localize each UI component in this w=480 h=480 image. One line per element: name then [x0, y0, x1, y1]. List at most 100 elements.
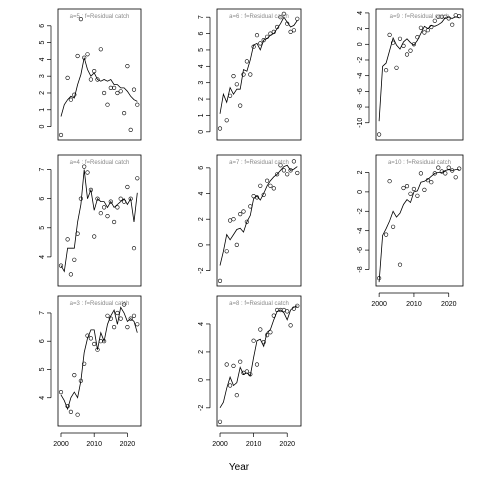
- panel-title: a=5 : f=Residual catch: [70, 14, 130, 20]
- observation-point: [128, 316, 133, 321]
- y-tick-label: -8: [357, 104, 364, 110]
- y-tick-label: -2: [357, 57, 364, 63]
- observation-point: [268, 31, 273, 36]
- y-tick-label: 4: [39, 396, 46, 400]
- observation-point: [265, 34, 270, 39]
- panel-title: a=6 : f=Residual catch: [229, 14, 289, 20]
- observation-point: [258, 327, 263, 332]
- observation-point: [432, 18, 437, 23]
- observation-point: [231, 217, 236, 222]
- fitted-line: [378, 169, 460, 283]
- observation-point: [115, 205, 120, 210]
- observation-point: [75, 231, 80, 236]
- observation-point: [291, 28, 297, 33]
- observation-point: [241, 370, 246, 376]
- observation-point: [241, 72, 246, 77]
- y-tick-label: 4: [39, 255, 46, 259]
- fitted-line: [219, 164, 298, 266]
- observation-point: [387, 32, 392, 38]
- observation-point: [78, 378, 83, 383]
- observation-point: [58, 390, 64, 395]
- x-tick-label: 2010: [246, 441, 262, 448]
- observation-point: [125, 184, 130, 190]
- observation-point: [72, 92, 77, 97]
- observation-point: [135, 102, 140, 107]
- observation-point: [231, 73, 236, 79]
- observation-point: [68, 97, 73, 102]
- x-tick-label: 2010: [406, 301, 422, 308]
- observation-point: [85, 170, 90, 175]
- observation-point: [228, 218, 233, 223]
- y-tick-label: 2: [357, 27, 364, 31]
- y-tick-label: 5: [39, 226, 46, 230]
- x-tick-label: 2000: [212, 441, 228, 448]
- observation-point: [234, 393, 239, 398]
- observation-point: [261, 37, 266, 43]
- observation-point: [88, 77, 93, 82]
- panel-3: 4 5 6 7 2000 2010 2020 a=3 : f=Residual catch: [39, 295, 142, 448]
- panel-7: -10 -8 -6 -4 -2 0 2 4 a=9 : f=Residual catch: [357, 8, 464, 141]
- observation-point: [82, 55, 87, 60]
- panel-frame: [57, 295, 142, 427]
- y-tick-label: -4: [357, 227, 364, 233]
- observation-point: [271, 313, 276, 318]
- y-tick-label: -2: [357, 208, 364, 214]
- observation-point: [231, 363, 236, 369]
- y-tick-label: 4: [198, 322, 205, 326]
- observation-point: [268, 183, 273, 188]
- observation-point: [118, 316, 123, 321]
- observation-point: [217, 278, 223, 284]
- y-tick-label: 1: [39, 108, 46, 112]
- observation-point: [58, 263, 64, 268]
- observation-point: [234, 82, 239, 87]
- observation-point: [238, 103, 243, 108]
- observation-point: [295, 170, 300, 176]
- observation-point: [125, 63, 130, 69]
- observation-point: [238, 212, 243, 217]
- observation-point: [408, 191, 413, 196]
- fitted-line: [378, 16, 460, 122]
- observation-point: [457, 166, 462, 171]
- observation-point: [234, 242, 239, 247]
- observation-point: [82, 164, 87, 169]
- y-tick-label: 2: [198, 217, 205, 221]
- y-tick-label: 0: [357, 42, 364, 46]
- observation-point: [228, 383, 233, 388]
- observation-point: [111, 85, 117, 90]
- observation-point: [118, 196, 123, 201]
- x-tick-label: 2020: [120, 441, 136, 448]
- observation-point: [387, 179, 392, 184]
- x-tick-label: 2010: [86, 441, 102, 448]
- observation-point: [251, 338, 256, 343]
- panel-title: a=8 : f=Residual catch: [229, 301, 289, 307]
- observation-point: [244, 59, 249, 64]
- panel-2: 4 5 6 7 a=4 : f=Residual catch: [39, 154, 142, 287]
- observation-point: [295, 16, 300, 21]
- y-tick-label: 7: [39, 311, 46, 315]
- panel-title: a=4 : f=Residual catch: [70, 160, 130, 166]
- observation-point: [411, 186, 417, 192]
- y-tick-label: -2: [198, 405, 205, 411]
- y-tick-label: 2: [39, 91, 46, 95]
- observation-point: [88, 336, 93, 341]
- fitted-line: [60, 169, 138, 273]
- y-tick-label: 0: [357, 190, 364, 194]
- observation-point: [453, 175, 458, 180]
- observation-point: [288, 323, 293, 328]
- observation-point: [135, 176, 140, 181]
- observation-point: [98, 211, 103, 216]
- observation-point: [65, 237, 70, 242]
- observation-point: [261, 340, 266, 345]
- observation-point: [108, 199, 113, 204]
- observation-point: [422, 187, 427, 192]
- observation-point: [258, 183, 263, 188]
- observation-point: [101, 205, 107, 210]
- panel-title: a=9 : f=Residual catch: [390, 14, 450, 20]
- panel-4: 0 1 2 3 4 5 6 7 a=6 : f=Residual catch: [198, 8, 302, 141]
- observation-point: [439, 169, 444, 174]
- observation-point: [288, 168, 293, 173]
- observation-point: [108, 316, 113, 321]
- observation-point: [394, 65, 399, 70]
- observation-point: [285, 309, 290, 314]
